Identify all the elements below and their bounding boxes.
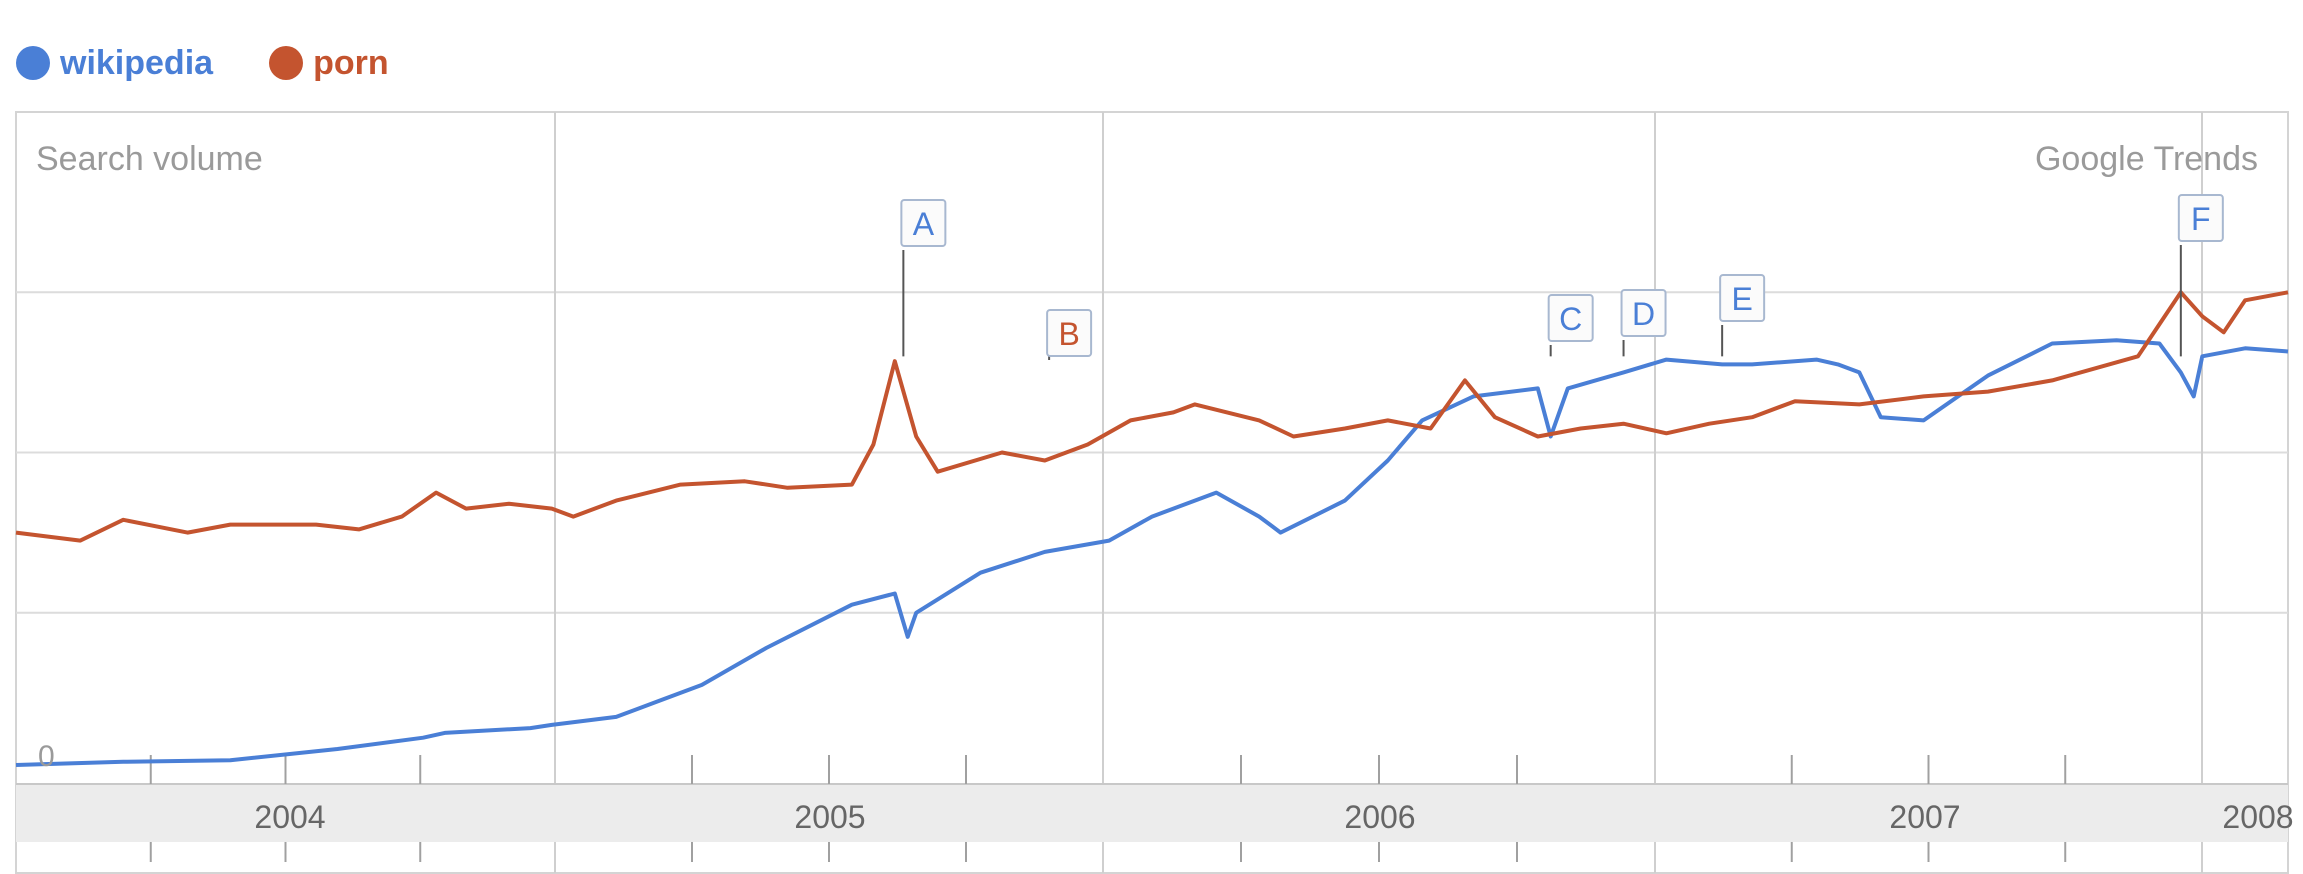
annotation-flag-F[interactable]: F <box>2177 194 2224 357</box>
x-tick-label: 2008 <box>2222 799 2293 835</box>
x-tick-label: 2007 <box>1889 799 1960 835</box>
x-tick-label: 2006 <box>1344 799 1415 835</box>
x-tick-label: 2005 <box>794 799 865 835</box>
annotation-flag-D[interactable]: D <box>1620 289 1667 357</box>
legend-item-porn[interactable]: porn <box>269 44 389 83</box>
annotation-flag-A[interactable]: A <box>900 199 947 357</box>
series-line-wikipedia <box>15 338 2289 767</box>
annotation-label: D <box>1632 296 1655 332</box>
series-line-porn <box>15 290 2289 543</box>
plot-frame <box>15 111 2289 874</box>
annotation-label: F <box>2191 201 2211 237</box>
annotation-flag-C[interactable]: C <box>1547 294 1594 357</box>
annotation-label: A <box>913 206 935 242</box>
legend-dot-icon <box>16 46 50 80</box>
annotation-flag-E[interactable]: E <box>1719 274 1766 357</box>
legend: wikipedia porn <box>16 38 445 88</box>
annotation-label: B <box>1058 316 1079 352</box>
legend-dot-icon <box>269 46 304 80</box>
annotation-flag-B[interactable]: B <box>1046 309 1093 360</box>
legend-label-porn: porn <box>313 43 389 82</box>
year-band <box>16 784 2288 842</box>
legend-item-wikipedia[interactable]: wikipedia <box>16 44 213 83</box>
annotation-label: E <box>1731 281 1752 317</box>
y-axis-label: Search volume <box>36 140 263 178</box>
x-tick-label: 2004 <box>254 799 325 835</box>
y-zero-label: 0 <box>38 740 55 773</box>
watermark: Google Trends <box>2035 140 2258 178</box>
legend-label-wikipedia: wikipedia <box>60 43 214 82</box>
annotation-label: C <box>1559 301 1582 337</box>
